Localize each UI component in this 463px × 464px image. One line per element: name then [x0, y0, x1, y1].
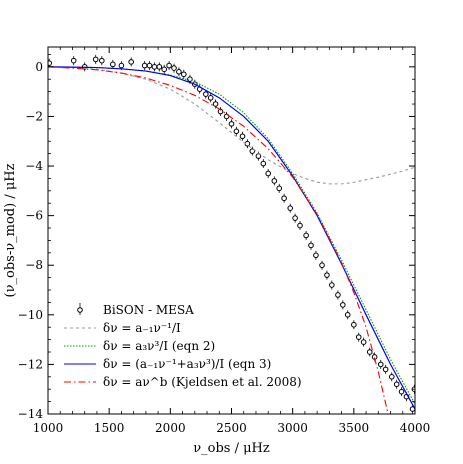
- data-point: [141, 62, 148, 69]
- series-line-3: [48, 66, 415, 410]
- data-point: [313, 252, 319, 259]
- data-point: [276, 185, 283, 192]
- data-point: [360, 339, 367, 345]
- data-point: [151, 64, 158, 70]
- y-tick-label: −4: [25, 159, 43, 173]
- x-tick-label: 1500: [94, 421, 125, 435]
- legend: BiSON - MESA δν = a₋₁ν⁻¹/I δν = a₃ν³/I (eq…: [64, 303, 302, 389]
- x-tick-label: 1000: [33, 421, 64, 435]
- data-point: [351, 321, 357, 328]
- data-point: [176, 68, 182, 75]
- data-point: [382, 366, 389, 373]
- legend-marker: [77, 307, 83, 313]
- series-layer: [48, 54, 415, 414]
- x-tick-label: 2500: [216, 421, 247, 435]
- data-point: [217, 108, 224, 115]
- x-axis-title: ν_obs / μHz: [193, 441, 270, 456]
- data-point: [171, 65, 177, 71]
- data-point: [239, 133, 246, 140]
- y-axis-title: (ν_obs-ν_mod) / μHz: [3, 163, 18, 297]
- legend-label: δν = a₋₁ν⁻¹/I: [103, 321, 181, 335]
- data-point: [228, 121, 235, 127]
- data-point: [207, 95, 214, 101]
- x-tick-label: 3000: [277, 421, 308, 435]
- data-point: [128, 59, 134, 65]
- data-point: [377, 361, 384, 368]
- legend-label: δν = (a₋₁ν⁻¹+a₃ν³)/I (eqn 3): [103, 357, 271, 371]
- data-point: [118, 62, 125, 69]
- data-point: [308, 242, 314, 249]
- data-point: [287, 205, 294, 211]
- y-tick-label: −12: [18, 357, 43, 371]
- data-point: [203, 91, 209, 97]
- y-tick-label: −14: [18, 407, 44, 421]
- axes-layer: 1000 1500 2000 2500 3000 3500 4000 0 −2 −4 −6 −8 −10…: [18, 46, 431, 435]
- data-point: [255, 153, 262, 159]
- x-tick-label: 2000: [155, 421, 186, 435]
- y-tick-label: −8: [25, 258, 43, 272]
- data-point: [388, 374, 395, 380]
- series-line-4: [48, 66, 389, 414]
- data-point: [292, 215, 298, 221]
- x-tick-label: 3500: [339, 421, 370, 435]
- data-point: [297, 222, 303, 229]
- data-point: [156, 64, 163, 70]
- y-tick-label: −6: [25, 209, 43, 223]
- data-point: [48, 60, 53, 66]
- data-point: [233, 128, 240, 135]
- y-tick-label: 0: [35, 60, 43, 74]
- data-point: [281, 195, 287, 202]
- y-tick-label: −10: [18, 308, 43, 322]
- data-point: [324, 272, 330, 278]
- data-point: [146, 62, 153, 69]
- data-point: [329, 282, 335, 288]
- data-point: [271, 178, 278, 184]
- data-point: [161, 66, 168, 73]
- data-point: [110, 61, 116, 68]
- legend-label: δν = a₃ν³/I (eqn 2): [103, 339, 215, 353]
- legend-label: BiSON - MESA: [103, 303, 194, 317]
- data-point: [166, 62, 172, 69]
- data-point: [212, 101, 219, 107]
- data-point: [340, 302, 346, 308]
- data-point: [355, 334, 362, 340]
- data-point: [366, 349, 373, 355]
- data-point: [260, 160, 267, 167]
- data-point: [398, 388, 405, 395]
- data-point: [180, 71, 187, 78]
- data-point: [335, 292, 341, 298]
- data-point: [393, 381, 400, 388]
- x-tick-label: 4000: [400, 421, 431, 435]
- data-point: [319, 262, 325, 269]
- data-point: [344, 312, 351, 318]
- legend-label: δν = aν^b (Kjeldsen et al. 2008): [103, 375, 302, 389]
- data-point: [70, 57, 77, 64]
- data-point: [265, 170, 272, 177]
- data-point: [99, 57, 105, 64]
- data-point: [303, 232, 309, 239]
- data-point: [92, 56, 99, 63]
- y-tick-label: −2: [25, 109, 43, 123]
